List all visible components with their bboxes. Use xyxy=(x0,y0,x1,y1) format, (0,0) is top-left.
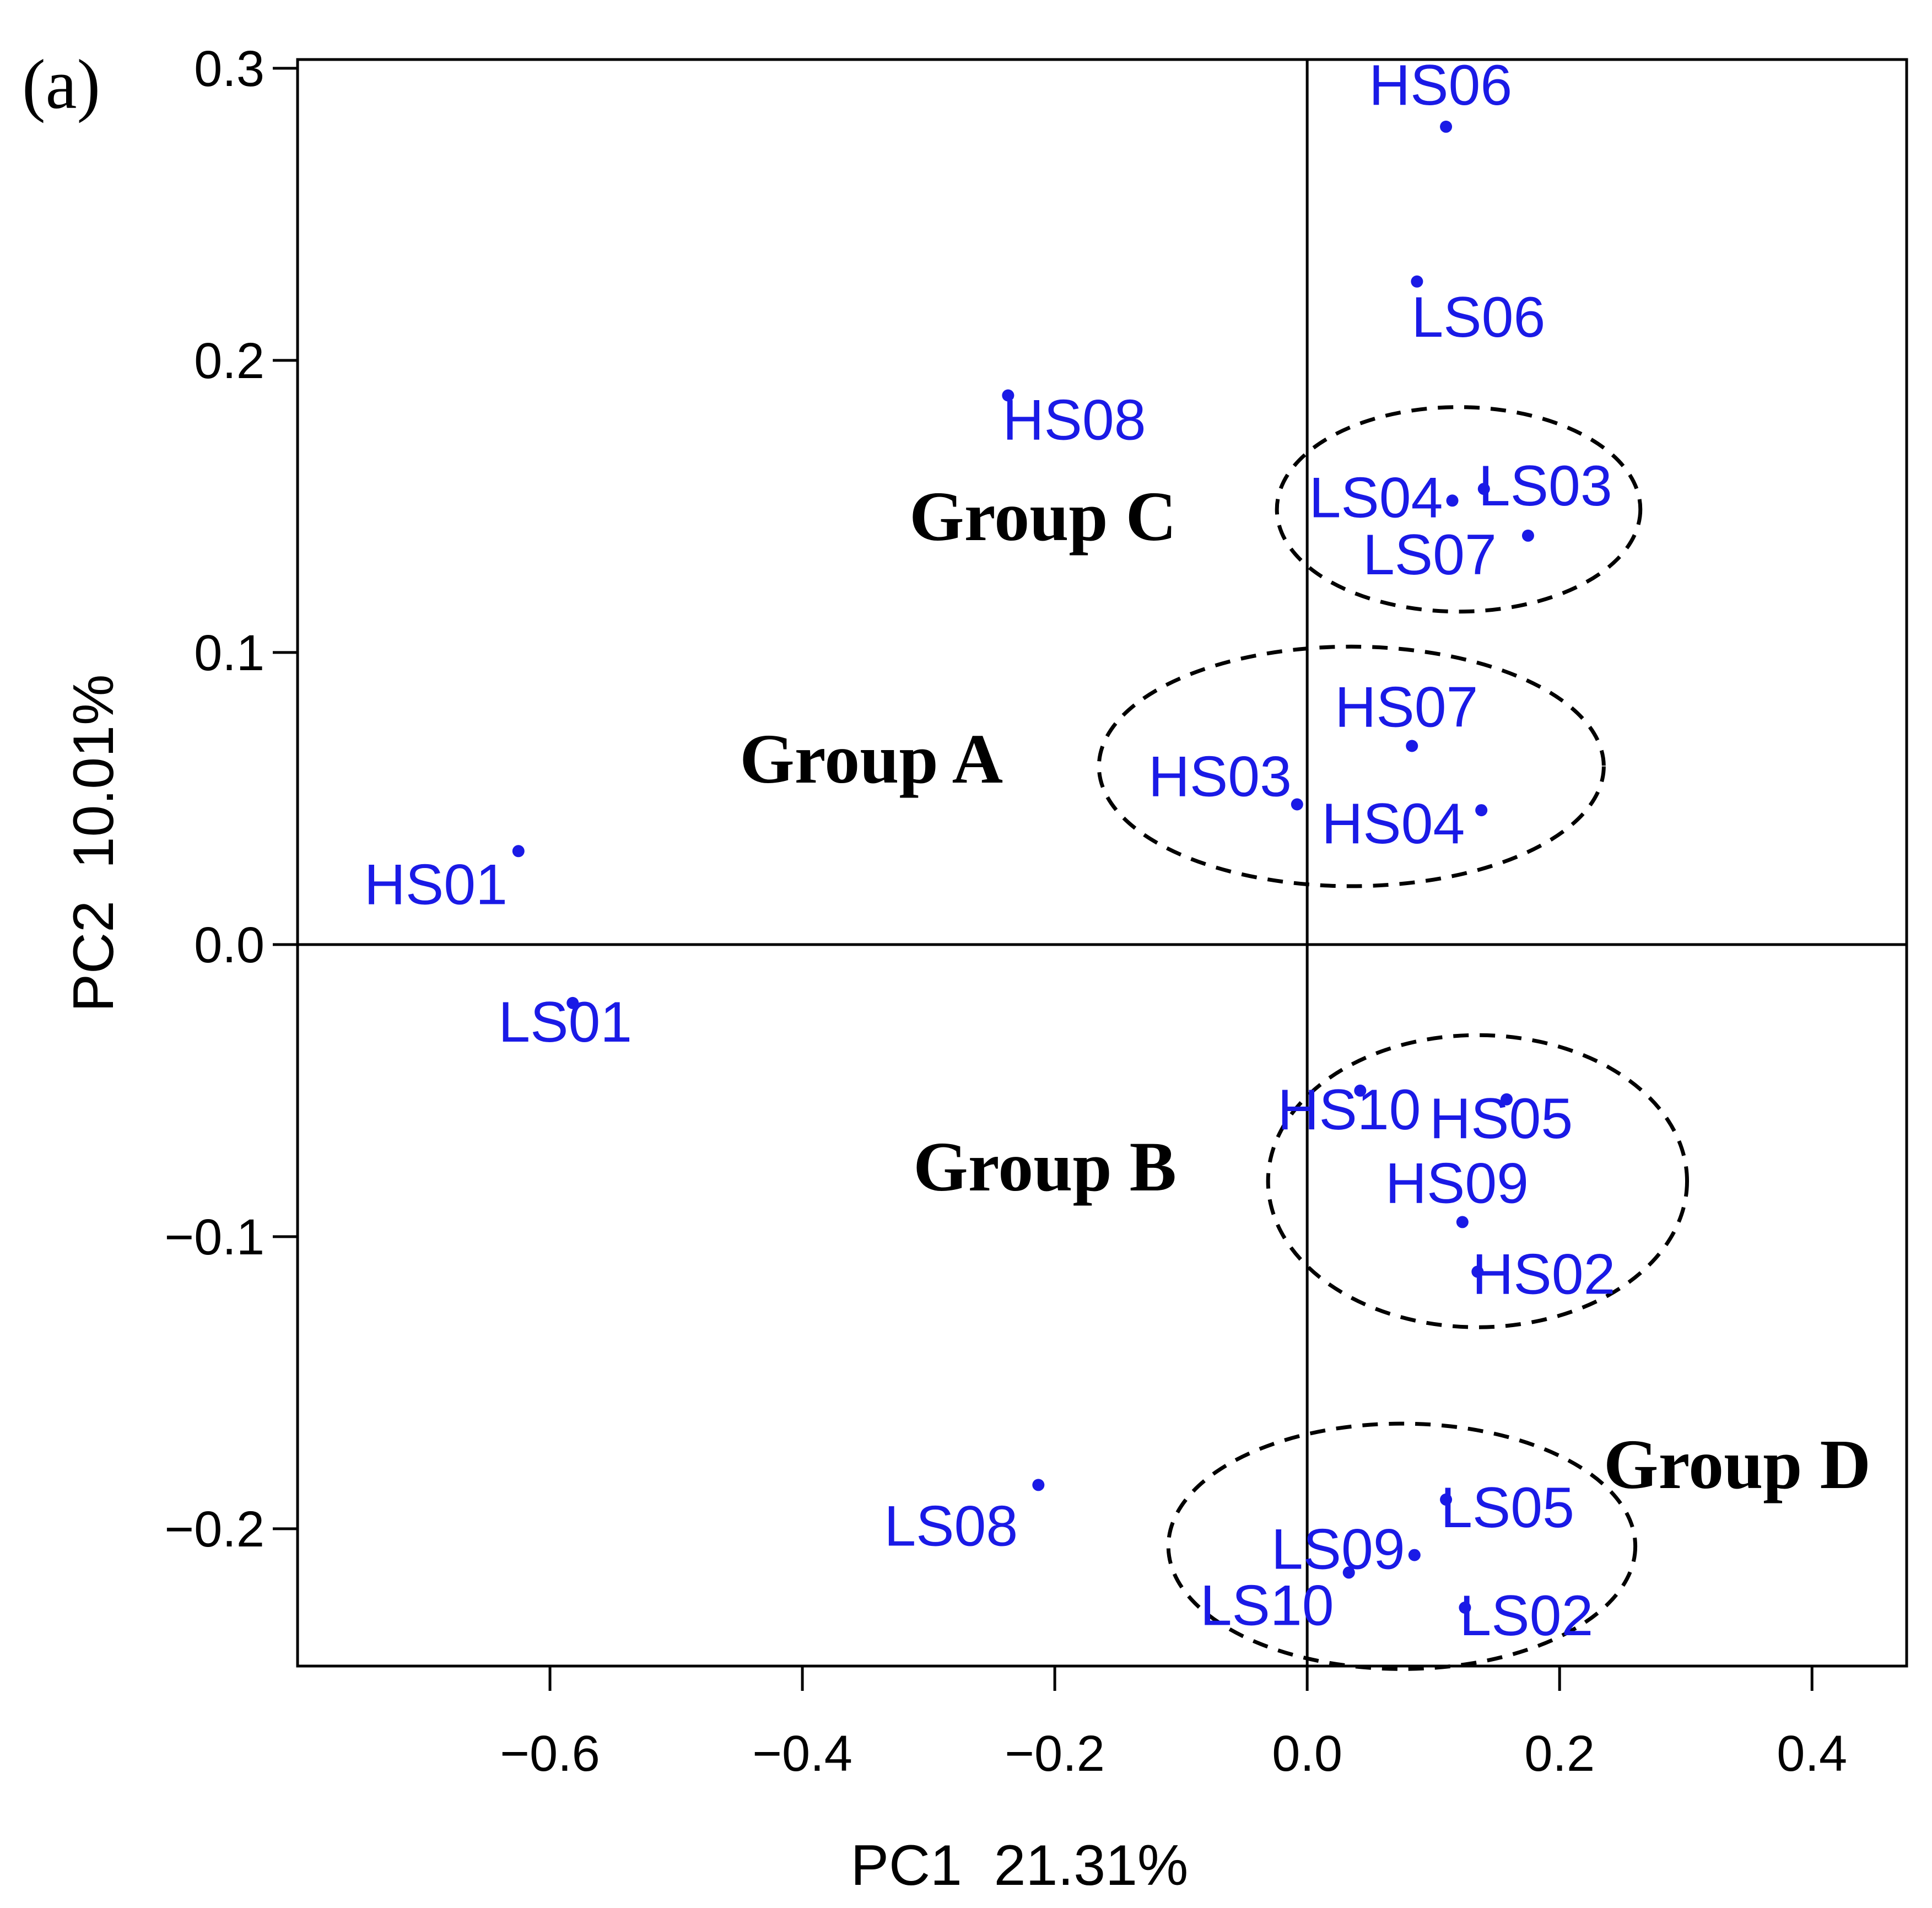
point-label-hs02: HS02 xyxy=(1472,1243,1615,1307)
y-tick-label: −0.1 xyxy=(164,1209,265,1265)
panel-label: (a) xyxy=(22,45,100,123)
point-label-hs09: HS09 xyxy=(1385,1151,1529,1215)
point-ls02 xyxy=(1459,1602,1471,1614)
point-ls09 xyxy=(1408,1549,1421,1561)
x-tick-label: 0.4 xyxy=(1777,1726,1847,1782)
group-a-ellipse xyxy=(1097,644,1606,888)
x-axis-title: PC1 21.31% xyxy=(851,1834,1189,1898)
point-ls05 xyxy=(1440,1493,1453,1506)
point-hs02 xyxy=(1471,1265,1484,1278)
point-ls04 xyxy=(1446,494,1459,507)
point-label-ls03: LS03 xyxy=(1478,454,1612,518)
point-label-ls10: LS10 xyxy=(1200,1573,1334,1637)
point-hs08 xyxy=(1002,389,1014,402)
x-tick-label: 0.2 xyxy=(1524,1726,1595,1782)
point-hs09 xyxy=(1456,1216,1469,1228)
y-tick-label: 0.1 xyxy=(194,625,265,681)
x-tick-label: −0.6 xyxy=(500,1726,600,1782)
point-label-ls05: LS05 xyxy=(1440,1476,1574,1540)
point-hs06 xyxy=(1440,120,1453,133)
plot-frame xyxy=(296,58,1908,1668)
point-hs05 xyxy=(1501,1093,1513,1106)
x-tick-label: −0.2 xyxy=(1005,1726,1105,1782)
group-d-label: Group D xyxy=(1604,1425,1871,1503)
point-label-hs04: HS04 xyxy=(1321,792,1465,856)
point-label-hs01: HS01 xyxy=(364,853,508,917)
point-label-ls08: LS08 xyxy=(884,1494,1018,1558)
group-b-ellipse xyxy=(1266,1033,1690,1329)
point-ls03 xyxy=(1477,483,1490,495)
point-hs07 xyxy=(1406,740,1418,752)
point-label-hs03: HS03 xyxy=(1148,745,1292,809)
point-ls01 xyxy=(566,996,579,1009)
group-b-label: Group B xyxy=(913,1128,1177,1206)
y-tick-label: 0.0 xyxy=(194,917,265,973)
point-hs10 xyxy=(1354,1084,1367,1097)
point-label-hs10: HS10 xyxy=(1277,1078,1421,1142)
point-ls10 xyxy=(1342,1566,1355,1579)
point-hs03 xyxy=(1291,798,1303,811)
x-tick-label: −0.4 xyxy=(752,1726,852,1782)
group-a-label: Group A xyxy=(740,720,1003,798)
point-label-ls01: LS01 xyxy=(498,990,632,1054)
x-tick-label: 0.0 xyxy=(1272,1726,1342,1782)
y-tick-label: 0.2 xyxy=(194,333,265,389)
group-d-ellipse xyxy=(1166,1421,1638,1671)
point-label-ls06: LS06 xyxy=(1411,285,1545,349)
point-label-hs05: HS05 xyxy=(1429,1087,1573,1151)
point-hs04 xyxy=(1475,804,1488,817)
point-label-hs08: HS08 xyxy=(1002,389,1146,452)
point-ls08 xyxy=(1032,1479,1045,1491)
point-label-hs06: HS06 xyxy=(1369,53,1512,117)
group-c-label: Group C xyxy=(909,477,1177,556)
point-label-ls04: LS04 xyxy=(1309,466,1443,530)
point-label-ls07: LS07 xyxy=(1363,523,1497,587)
y-tick-label: −0.2 xyxy=(164,1501,265,1557)
y-axis-title: PC2 10.01% xyxy=(62,675,126,1012)
group-c-ellipse xyxy=(1275,405,1643,614)
point-label-ls02: LS02 xyxy=(1459,1584,1593,1648)
point-hs01 xyxy=(512,845,525,858)
point-label-hs07: HS07 xyxy=(1335,676,1478,740)
point-ls07 xyxy=(1521,529,1534,542)
point-ls06 xyxy=(1411,275,1423,288)
point-label-ls09: LS09 xyxy=(1271,1518,1405,1582)
y-tick-label: 0.3 xyxy=(194,41,265,97)
